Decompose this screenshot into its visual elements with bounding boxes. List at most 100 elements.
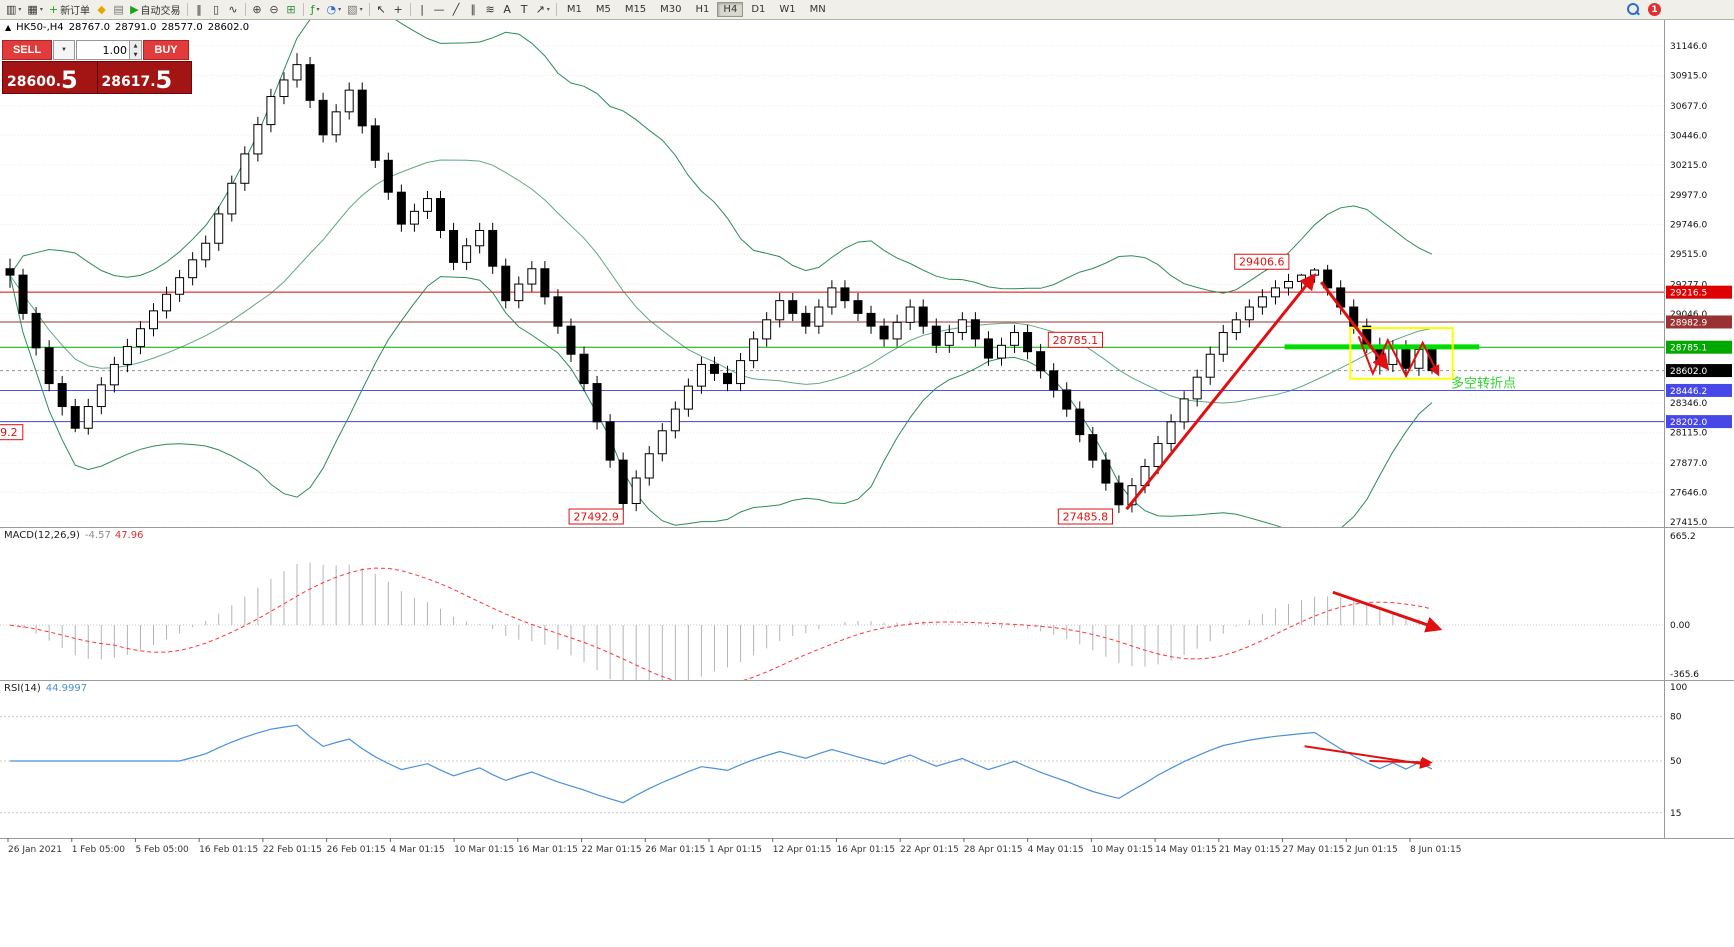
timeframe-mn[interactable]: MN (809, 4, 826, 15)
vertical-line-icon[interactable]: | (414, 1, 431, 18)
candlestick-chart-icon: ▯ (213, 3, 220, 16)
zoom-out-icon[interactable]: ⊖ (266, 1, 283, 18)
trade-options-dropdown[interactable]: ▼ (53, 40, 75, 60)
search-icon[interactable] (1627, 3, 1640, 16)
price-annotation-label[interactable]: 28785.1 (1047, 331, 1104, 348)
trend-arrow-object[interactable] (1125, 273, 1316, 511)
macd-trend-arrow-object[interactable] (1332, 590, 1443, 633)
new-order-button[interactable]: + 新订单 (46, 1, 93, 18)
horizontal-line-icon[interactable]: — (431, 1, 448, 18)
arrows-icon[interactable]: ↗ ▾ (533, 1, 553, 18)
price-scale[interactable]: 31146.0 30915.0 30677.0 30446.0 30215.0 29977… (1666, 42, 1732, 819)
trendline-icon[interactable]: ╱ (448, 1, 465, 18)
candle (122, 346, 132, 365)
candle (331, 111, 341, 136)
buy-button[interactable]: BUY (143, 40, 189, 60)
zoom-in-icon[interactable]: ⊕ (249, 1, 266, 18)
candlestick-chart-icon[interactable]: ▯ (208, 1, 225, 18)
date-axis-label: 10 May 01:15 (1091, 845, 1153, 855)
bar-chart-icon[interactable]: ‖ (191, 1, 208, 18)
timeframe-m15[interactable]: M15 (624, 4, 647, 15)
profiles-icon[interactable]: ▦ ▾ (24, 1, 45, 18)
indicators-icon[interactable]: ƒ ▾ (307, 1, 324, 18)
timeframe-m30[interactable]: M30 (660, 4, 682, 15)
toolbar-separator (368, 3, 370, 16)
data-window-icon: ▤ (113, 3, 124, 16)
sell-button[interactable]: SELL (2, 40, 52, 60)
timeframe-h4[interactable]: H4 (717, 2, 744, 17)
trend-arrow-object[interactable] (1320, 281, 1390, 371)
templates-icon[interactable]: ▧ ▾ (344, 1, 365, 18)
notification-badge[interactable]: 1 (1648, 3, 1661, 16)
date-axis-label: 12 Apr 01:15 (773, 845, 832, 855)
collapse-panel-icon[interactable]: ▲ (5, 23, 12, 32)
sell-price[interactable]: 28600. 5 (7, 66, 78, 94)
autotrading-label: 自动交易 (140, 6, 181, 17)
price-annotation-label[interactable]: 29406.6 (1234, 253, 1290, 270)
svg-text:29406.6: 29406.6 (1239, 256, 1285, 269)
candle (1218, 332, 1228, 355)
buy-price[interactable]: 28617. 5 (96, 62, 192, 93)
timeframe-h1[interactable]: H1 (695, 4, 710, 15)
text-icon[interactable]: A (499, 1, 516, 18)
trade-controls-row: SELL ▼ ▲ ▼ BUY (2, 40, 192, 60)
chart-canvas[interactable]: 29406.6 28785.1 27492.9 27485.8 9.2 多空转折点 3114… (0, 20, 1734, 947)
data-window-icon[interactable]: ▤ (110, 1, 127, 18)
fibonacci-icon: ≋ (485, 3, 495, 16)
candle (996, 344, 1006, 359)
profiles-icon: ▦ (27, 3, 38, 16)
autotrading-button[interactable]: ▶ 自动交易 (127, 1, 183, 18)
timeframe-d1[interactable]: D1 (751, 4, 766, 15)
periods-icon[interactable]: ◔ ▾ (324, 1, 345, 18)
text-label-icon[interactable]: T (516, 1, 533, 18)
candle (1166, 421, 1176, 445)
volume-input[interactable] (77, 41, 129, 59)
candle (488, 229, 498, 267)
turning-point-annotation[interactable]: 多空转折点 (1451, 376, 1516, 392)
rectangle-object[interactable] (1349, 327, 1454, 380)
candle (383, 159, 393, 193)
chevron-down-icon: ▾ (316, 6, 320, 13)
toolbar-separator (244, 3, 246, 16)
tile-windows-icon[interactable]: ⊞ (283, 1, 300, 18)
price-axis-label: 29977.0 (1670, 191, 1707, 201)
timeframe-w1[interactable]: W1 (779, 4, 796, 15)
price-annotation-label[interactable]: 27492.9 (568, 508, 624, 525)
volume-up-button[interactable]: ▲ (130, 41, 141, 50)
market-watch-icon[interactable]: ◆ (93, 1, 110, 18)
price-annotation-label[interactable]: 9.2 (0, 424, 24, 441)
price-annotation-label[interactable]: 27485.8 (1057, 508, 1114, 525)
timeframe-m1[interactable]: M1 (566, 4, 582, 15)
zigzag-arrow-object[interactable] (1357, 336, 1440, 379)
crosshair-icon[interactable]: + (390, 1, 407, 18)
candle (109, 363, 119, 386)
new-chart-icon[interactable]: ▥ ▾ (3, 1, 24, 18)
candle (631, 477, 641, 505)
arrows-icon: ↗ (535, 3, 545, 16)
equidistant-channel-icon[interactable]: ∥ (465, 1, 482, 18)
candle (879, 325, 889, 340)
timeframe-m5[interactable]: M5 (595, 4, 611, 15)
candle (240, 153, 250, 184)
candle (279, 79, 289, 98)
price-axis-label: 27877.0 (1670, 459, 1707, 469)
candle (1036, 351, 1046, 372)
candle (318, 99, 328, 136)
price-axis-label: 29746.0 (1670, 221, 1707, 231)
line-chart-icon[interactable]: ∿ (225, 1, 242, 18)
cursor-icon[interactable]: ↖ (373, 1, 390, 18)
svg-text:28785.1: 28785.1 (1053, 334, 1099, 347)
rsi-trend-arrow-object[interactable] (1369, 756, 1433, 768)
candle (1192, 376, 1202, 400)
date-axis-label: 26 Mar 01:15 (645, 845, 705, 855)
price-axis-label: 28346.0 (1670, 399, 1707, 409)
candle (1283, 281, 1293, 289)
rsi-axis-label: 80 (1670, 713, 1682, 723)
volume-down-button[interactable]: ▼ (130, 50, 141, 59)
candle (462, 245, 472, 263)
ohlc-high: 28791.0 (115, 22, 157, 33)
fibonacci-icon[interactable]: ≋ (482, 1, 499, 18)
indicators-icon: ƒ (310, 3, 315, 16)
candle (1023, 332, 1033, 353)
candle (18, 274, 28, 314)
